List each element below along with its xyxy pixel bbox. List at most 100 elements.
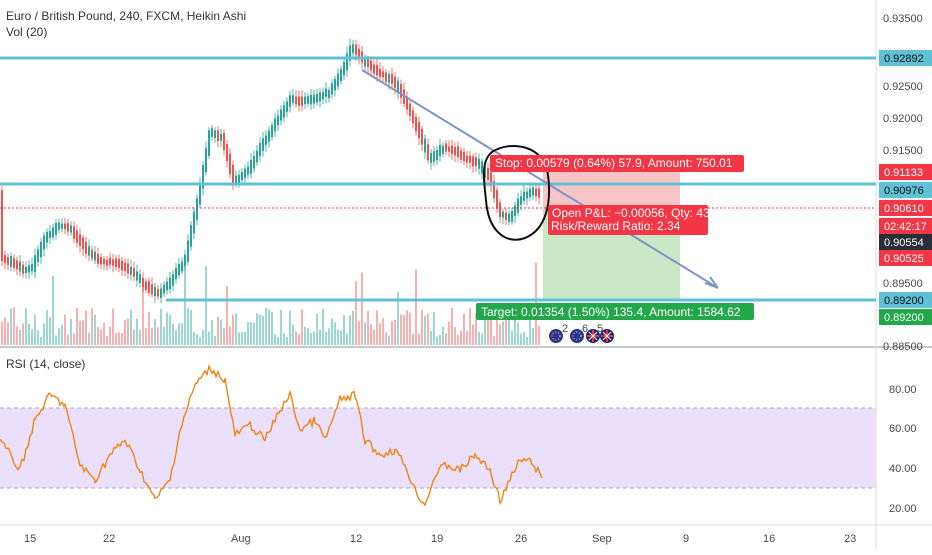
volume-bar: [52, 275, 54, 345]
volume-bar: [97, 326, 99, 345]
volume-bar: [517, 322, 519, 345]
volume-bar: [61, 324, 63, 345]
price-tick: 0.93500: [883, 13, 923, 25]
candle-body: [385, 72, 387, 82]
rsi-tick: 20.00: [889, 503, 917, 515]
candle-body: [262, 138, 264, 151]
trend-arrow-line[interactable]: [361, 69, 719, 289]
candle-body: [484, 166, 486, 178]
candle-body: [268, 130, 270, 142]
candle-body: [292, 95, 294, 103]
time-tick: Sep: [592, 533, 612, 545]
volume-bar: [148, 311, 150, 345]
candle-body: [241, 171, 243, 181]
volume-bar: [73, 333, 75, 345]
candle-body: [502, 211, 504, 218]
volume-bar: [334, 322, 336, 345]
candle-body: [538, 188, 540, 198]
volume-bar: [112, 308, 114, 345]
candle-body: [55, 222, 57, 235]
candle-body: [121, 260, 123, 271]
candle-body: [169, 277, 171, 290]
volume-bar: [232, 314, 234, 345]
candle-body: [340, 69, 342, 82]
uk-flag-icon[interactable]: [586, 329, 600, 343]
time-tick: Aug: [231, 533, 251, 545]
symbol-legend[interactable]: Euro / British Pound, 240, FXCM, Heikin …: [6, 9, 247, 23]
candle-body: [394, 76, 396, 88]
rsi-axis[interactable]: 80.00 60.00 40.00 20.00: [889, 384, 917, 515]
time-tick: 26: [515, 533, 527, 545]
candle-body: [205, 147, 207, 173]
candle-body: [514, 205, 516, 217]
volume-bar: [190, 309, 192, 345]
volume-bar: [157, 327, 159, 345]
pnl-label-box[interactable]: [548, 205, 708, 235]
highlight-circle[interactable]: [482, 145, 551, 241]
volume-bar: [58, 328, 60, 345]
candle-body: [82, 237, 84, 250]
candle-body: [493, 181, 495, 199]
volume-bar: [64, 314, 66, 345]
candle-body: [463, 151, 465, 162]
price-pane[interactable]: [0, 0, 876, 345]
volume-bar: [322, 308, 324, 345]
uk-flag-icon[interactable]: [600, 329, 614, 343]
rsi-legend[interactable]: RSI (14, close): [6, 357, 86, 371]
candle-body: [70, 225, 72, 233]
candle-body: [271, 125, 273, 138]
candle-body: [214, 130, 216, 139]
volume-bar: [184, 264, 186, 345]
volume-bar: [493, 336, 495, 345]
economic-events[interactable]: 2 6 5: [549, 323, 614, 343]
volume-bar: [118, 332, 120, 345]
volume-bar: [10, 308, 12, 345]
volume-bar: [463, 313, 465, 345]
volume-bar: [508, 310, 510, 345]
volume-bar: [337, 329, 339, 345]
candle-body: [238, 174, 240, 184]
eu-flag-icon[interactable]: [570, 329, 584, 343]
candle-body: [406, 96, 408, 110]
candle-body: [10, 256, 12, 267]
candle-body: [466, 155, 468, 163]
candle-body: [259, 143, 261, 157]
volume-bar: [178, 323, 180, 345]
time-tick: 22: [103, 533, 115, 545]
rsi-tick: 80.00: [889, 384, 917, 396]
volume-bar: [70, 318, 72, 345]
candle-body: [331, 83, 333, 95]
candle-body: [475, 157, 477, 167]
price-badge-bg: [879, 309, 932, 325]
volume-bar: [421, 309, 423, 345]
target-label-box[interactable]: [476, 303, 754, 320]
candle-body: [433, 151, 435, 162]
eu-flag-icon[interactable]: [549, 329, 563, 343]
candle-body: [373, 64, 375, 74]
candle-body: [277, 115, 279, 126]
candle-body: [523, 191, 525, 201]
stop-loss-zone[interactable]: [543, 166, 680, 212]
volume-bar: [442, 326, 444, 345]
candle-body: [178, 263, 180, 276]
volume-bar: [364, 322, 366, 345]
volume-bar: [136, 318, 138, 345]
candle-body: [175, 267, 177, 280]
candle-body: [304, 96, 306, 104]
volume-legend[interactable]: Vol (20): [6, 25, 48, 39]
volume-bar: [376, 310, 378, 345]
time-axis[interactable]: 15 22 Aug 12 19 26 Sep 9 16 23: [24, 533, 856, 545]
price-axis[interactable]: 0.93500 0.92500 0.92000 0.91500 0.89500 …: [883, 13, 923, 353]
volume-bar: [145, 327, 147, 345]
volume-bar: [4, 317, 6, 345]
candle-body: [529, 188, 531, 198]
volume-bar: [313, 331, 315, 345]
candle-body: [193, 211, 195, 234]
volume-bar: [241, 331, 243, 345]
volume-bar: [79, 320, 81, 345]
volume-bar: [250, 321, 252, 345]
stop-label-box[interactable]: [490, 155, 744, 172]
volume-bar: [91, 308, 93, 345]
